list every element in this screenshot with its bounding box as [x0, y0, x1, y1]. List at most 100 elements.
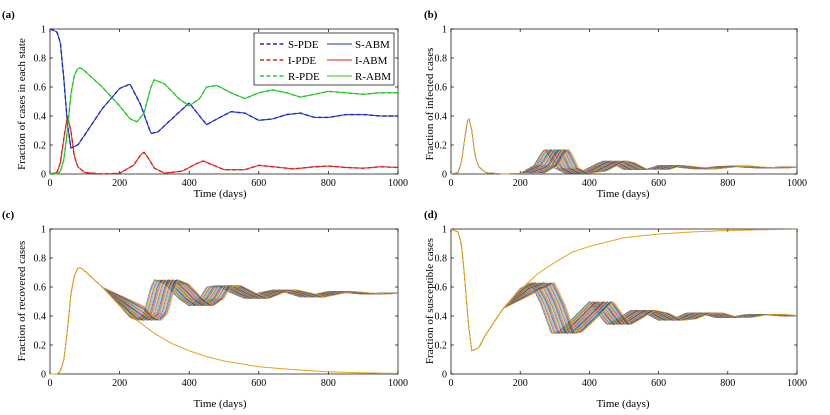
- panel-c: (c) Time (days) Fraction of recovered ca…: [2, 209, 408, 410]
- panel-b-xtick-label: 200: [513, 178, 528, 189]
- panel-b-xtick-label: 1000: [787, 178, 807, 189]
- panel-c-run-line: [50, 267, 398, 375]
- panel-c-xtick-label: 600: [251, 378, 266, 389]
- panel-a-ytick-label: 0.2: [34, 141, 47, 152]
- panel-d-run-line: [450, 228, 798, 352]
- panel-d-ytick-label: 1: [442, 225, 447, 236]
- panel-c-run-line: [50, 267, 399, 375]
- panel-d-run-line: [450, 228, 797, 352]
- panel-d-axes: [450, 228, 798, 375]
- panel-c-run-line: [50, 267, 399, 375]
- panel-b-ytick-label: 0.4: [435, 112, 448, 123]
- panel-c-xtick-label: 800: [321, 378, 336, 389]
- panel-c-run-line: [50, 267, 398, 375]
- panel-c-run-line: [50, 267, 398, 375]
- legend-entry-s-abm: S-ABM: [355, 39, 390, 51]
- panel-c-run-line: [50, 267, 399, 375]
- panel-b-xtick-label: 800: [720, 178, 735, 189]
- panel-b-series-group: [450, 118, 798, 175]
- panel-b-xlabel: Time (days): [596, 188, 649, 200]
- panel-c-run-line: [50, 267, 399, 375]
- panel-c-ytick-label: 1: [41, 225, 46, 236]
- panel-a-axes: [49, 28, 399, 175]
- panel-c-xtick-label: 200: [112, 378, 127, 389]
- panel-d-ylabel: Fraction of susceptible cases: [424, 238, 436, 364]
- panel-c-run-line: [50, 267, 399, 375]
- panel-c-run-line: [50, 267, 398, 375]
- panel-c-run-line: [50, 267, 398, 375]
- panel-d-ytick-label: 0.8: [435, 254, 448, 265]
- panel-b-label: (b): [424, 9, 438, 21]
- panel-d-xlabel: Time (days): [596, 398, 649, 410]
- panel-d-label: (d): [424, 209, 438, 221]
- panel-c-ytick-label: 0.6: [34, 283, 47, 294]
- panel-d-xtick-label: 800: [720, 378, 735, 389]
- panel-b: (b) Time (days) Fraction of infected cas…: [424, 9, 807, 200]
- panel-c-label: (c): [2, 209, 15, 221]
- panel-a-ytick-label: 0: [41, 170, 46, 181]
- panel-a-ytick-label: 0.6: [34, 83, 47, 94]
- legend-box: [253, 32, 395, 86]
- panel-b-ytick-label: 0.2: [435, 141, 448, 152]
- panel-a-line-s-abm: [49, 28, 398, 149]
- panel-c-ytick-label: 0.4: [34, 312, 47, 323]
- panel-a-xtick-label: 800: [321, 178, 336, 189]
- panel-c-run-line: [50, 267, 398, 375]
- panel-c-run-line: [50, 267, 398, 375]
- panel-d-run-line: [450, 228, 797, 352]
- panel-d-xtick-label: 200: [513, 378, 528, 389]
- panel-d-run-line: [450, 228, 798, 352]
- panel-b-ytick-label: 1: [442, 25, 447, 36]
- panel-d-xtick-label: 0: [449, 378, 454, 389]
- panel-a-ytick-label: 1: [41, 25, 46, 36]
- panel-b-run-line: [450, 118, 798, 175]
- panel-b-xtick-label: 600: [651, 178, 666, 189]
- legend: S-PDE S-ABM I-PDE I-ABM R-PDE R-ABM: [253, 32, 395, 86]
- panel-c-line-no-reinfection: [50, 267, 398, 375]
- panel-b-ytick-label: 0.6: [435, 83, 448, 94]
- panel-a-ylabel: Fraction of cases in each state: [16, 38, 28, 170]
- panel-b-axes: [450, 28, 798, 175]
- panel-d-ytick-label: 0.6: [435, 283, 448, 294]
- panel-a-xtick-label: 200: [112, 178, 127, 189]
- panel-d-run-line: [450, 228, 798, 352]
- panel-d-ytick-label: 0.2: [435, 341, 448, 352]
- panel-a: (a) Time (days) Fraction of cases in eac…: [2, 9, 408, 200]
- panel-a-xtick-label: 1000: [388, 178, 408, 189]
- panel-d-run-line: [450, 228, 797, 352]
- panel-d-run-line: [450, 228, 797, 352]
- panel-d-xtick-label: 400: [582, 378, 597, 389]
- panel-d-run-line: [450, 228, 797, 352]
- panel-b-ytick-label: 0: [442, 170, 447, 181]
- panel-d-series-group: [450, 228, 798, 352]
- legend-entry-i-pde: I-PDE: [288, 55, 316, 67]
- panel-a-xlabel: Time (days): [193, 188, 246, 200]
- panel-d-run-line: [450, 228, 797, 352]
- panel-d-run-line: [450, 228, 797, 352]
- legend-entry-r-pde: R-PDE: [288, 71, 320, 83]
- panel-d-run-line: [450, 228, 797, 352]
- panel-d: (d) Time (days) Fraction of susceptible …: [424, 209, 807, 410]
- panel-d-run-line: [450, 228, 797, 352]
- panel-c-run-line: [50, 267, 398, 375]
- panel-b-xtick-label: 400: [582, 178, 597, 189]
- panel-c-xlabel: Time (days): [193, 398, 246, 410]
- panel-d-run-line: [450, 228, 798, 352]
- panel-c-run-line: [50, 267, 398, 375]
- panel-a-ytick-label: 0.8: [34, 54, 47, 65]
- panel-c-ylabel: Fraction of recovered cases: [16, 241, 28, 362]
- panel-d-line-no-reinfection: [450, 228, 797, 352]
- panel-d-ytick-label: 0.4: [435, 312, 448, 323]
- panel-d-run-line: [450, 228, 798, 352]
- panel-c-xtick-label: 0: [48, 378, 53, 389]
- panel-a-xtick-label: 400: [182, 178, 197, 189]
- panel-d-run-line: [450, 228, 797, 352]
- panel-c-xtick-label: 1000: [388, 378, 408, 389]
- panel-d-run-line: [450, 228, 797, 352]
- panel-c-series-group: [50, 267, 399, 375]
- panel-c-run-line: [50, 267, 399, 375]
- legend-entry-s-pde: S-PDE: [288, 39, 319, 51]
- panel-a-label: (a): [2, 9, 15, 21]
- panel-c-run-line: [50, 267, 398, 375]
